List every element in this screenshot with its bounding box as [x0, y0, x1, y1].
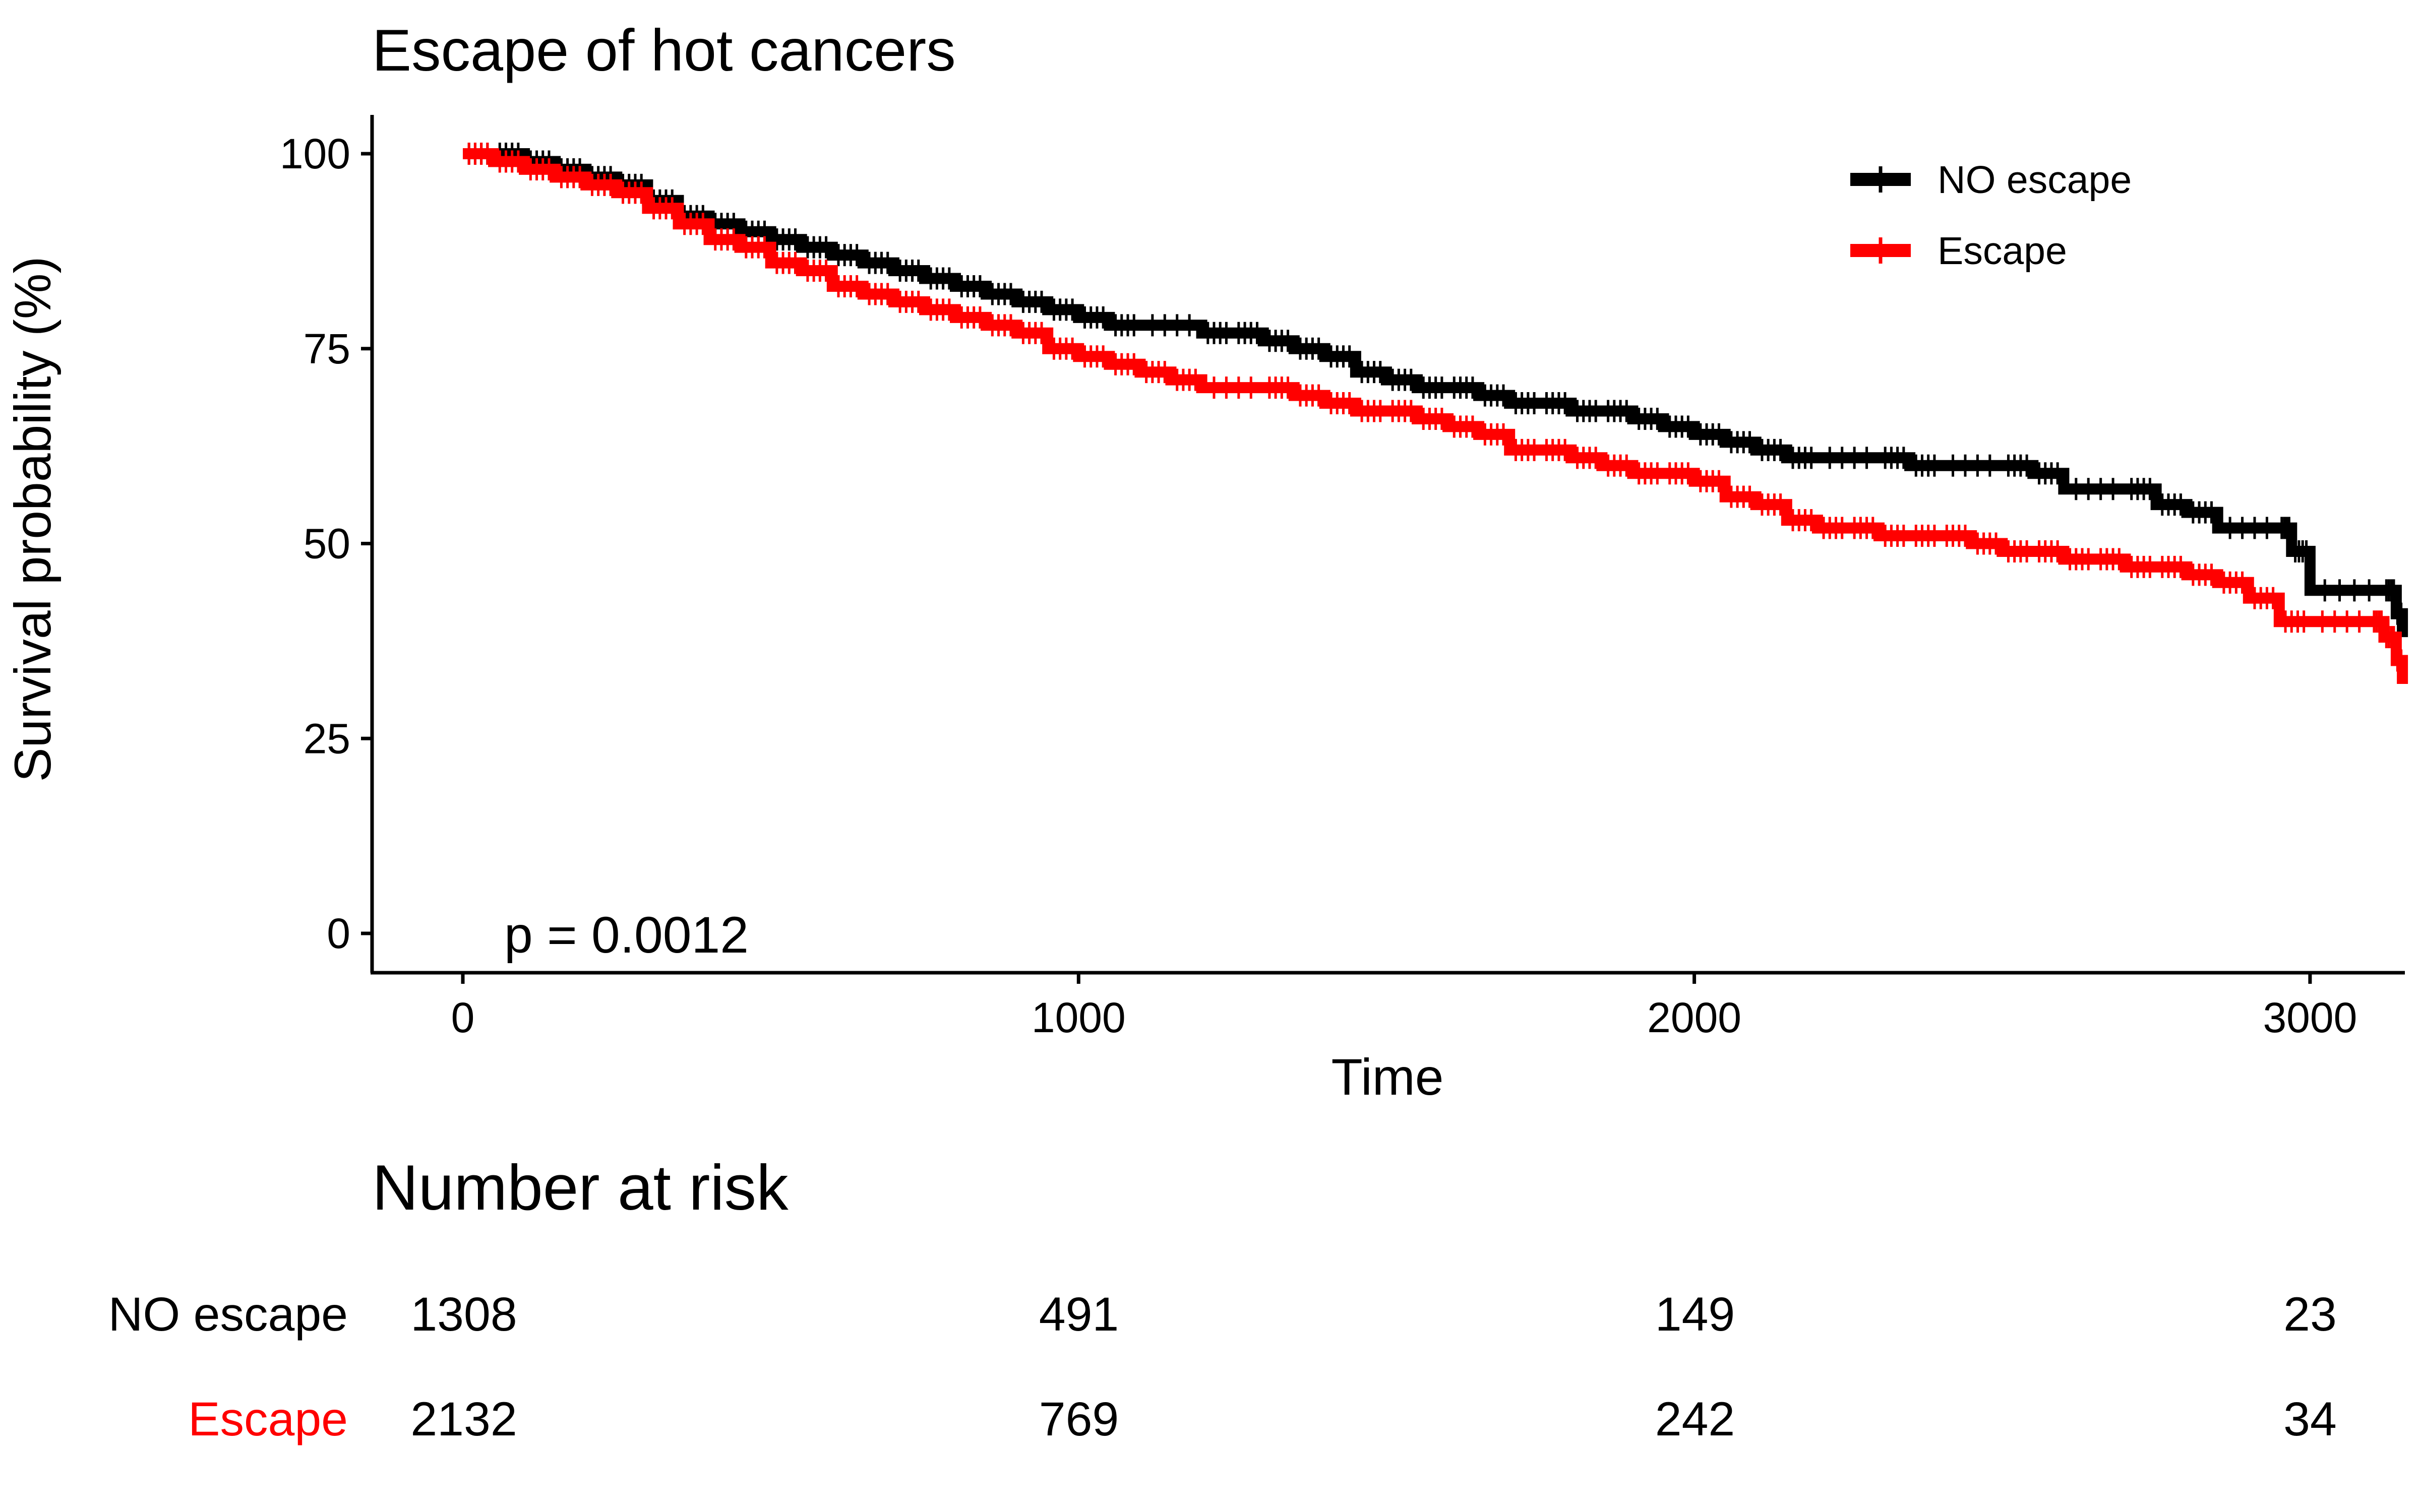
risk-table-title: Number at risk	[372, 1152, 789, 1223]
y-tick-label: 100	[280, 130, 350, 177]
risk-count-no-escape-t0: 1308	[410, 1288, 517, 1341]
legend-label-no-escape: NO escape	[1938, 158, 2132, 202]
curve-no-escape	[463, 148, 2408, 638]
risk-count-escape-t0: 2132	[410, 1393, 517, 1446]
y-axis-ticks: 0 25 50 75 100	[280, 130, 372, 957]
risk-count-escape-t2000: 242	[1655, 1393, 1735, 1446]
risk-table: NO escape Escape 1308 491 149 23 2132 76…	[108, 1288, 2337, 1446]
risk-count-no-escape-t1000: 491	[1039, 1288, 1119, 1341]
x-axis-title: Time	[1332, 1048, 1444, 1106]
y-tick-label: 75	[304, 325, 350, 372]
risk-count-no-escape-t3000: 23	[2283, 1288, 2337, 1341]
x-axis-ticks: 0 1000 2000 3000	[451, 973, 2357, 1041]
legend: NO escape Escape	[1850, 158, 2132, 273]
risk-row-label-no-escape: NO escape	[108, 1288, 348, 1341]
p-value-annotation: p = 0.0012	[504, 906, 749, 964]
risk-count-no-escape-t2000: 149	[1655, 1288, 1735, 1341]
x-tick-label: 2000	[1647, 994, 1741, 1041]
risk-count-escape-t3000: 34	[2283, 1393, 2337, 1446]
x-tick-label: 0	[451, 994, 475, 1041]
risk-count-escape-t1000: 769	[1039, 1393, 1119, 1446]
y-tick-label: 25	[304, 715, 350, 762]
y-axis-title: Survival probability (%)	[4, 256, 62, 782]
survival-curves	[463, 143, 2408, 684]
risk-row-label-escape: Escape	[188, 1393, 348, 1446]
curve-escape	[463, 148, 2408, 684]
chart-title: Escape of hot cancers	[372, 17, 956, 83]
x-tick-label: 1000	[1032, 994, 1126, 1041]
y-tick-label: 0	[327, 910, 350, 957]
plot-panel: 0 25 50 75 100 0 1000 2000 3000	[280, 115, 2408, 1041]
x-tick-label: 3000	[2263, 994, 2357, 1041]
y-tick-label: 50	[304, 520, 350, 568]
legend-label-escape: Escape	[1938, 229, 2067, 273]
